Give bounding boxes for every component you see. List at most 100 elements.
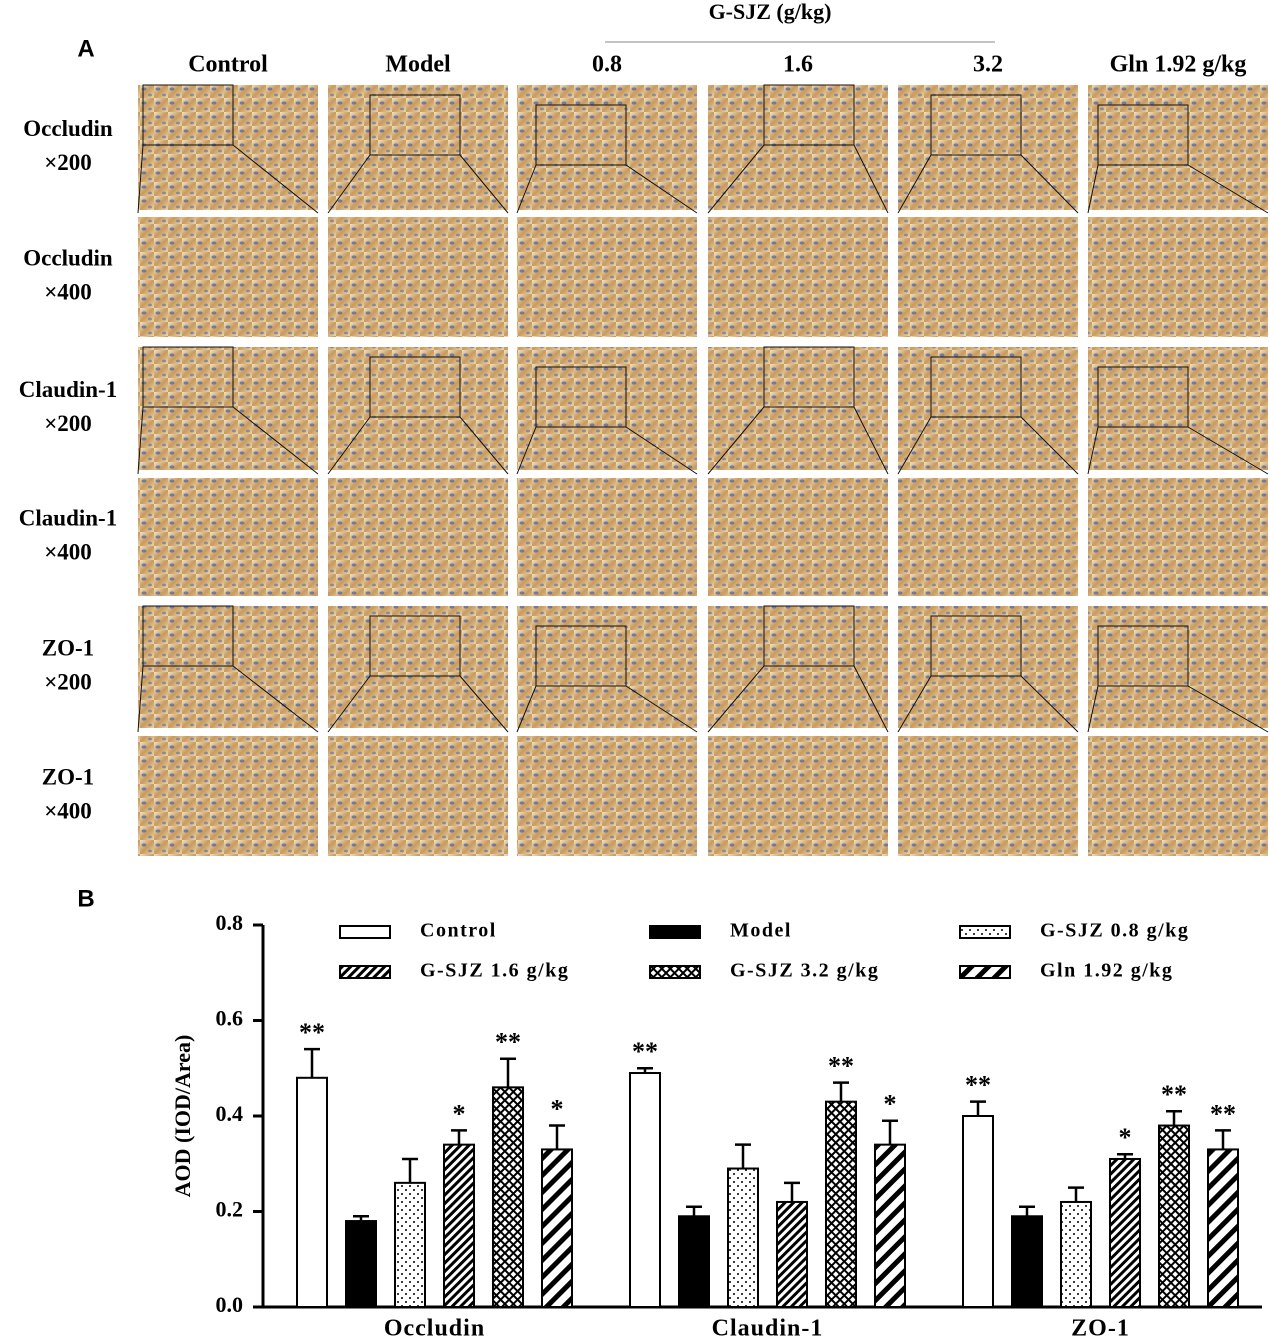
- zoom-box: [763, 346, 855, 408]
- micrograph: [1088, 606, 1268, 728]
- column-header: 1.6: [783, 52, 813, 78]
- y-tick-label: 0.8: [216, 910, 244, 935]
- y-tick-label: 0.2: [216, 1197, 244, 1222]
- y-tick-label: 0.6: [216, 1006, 244, 1031]
- zoom-line: [707, 144, 765, 214]
- micrograph: [138, 478, 318, 596]
- panel-label: A: [77, 35, 94, 62]
- x-tick-label: ZO-1: [1071, 1316, 1130, 1342]
- zoom-line: [516, 164, 537, 214]
- significance-label: **: [828, 1052, 854, 1081]
- micrograph: [517, 606, 697, 728]
- zoom-line: [137, 144, 144, 214]
- error-bar: [1166, 1109, 1182, 1126]
- significance-label: **: [299, 1018, 325, 1047]
- micrograph: [138, 347, 318, 470]
- zoom-line: [327, 675, 371, 733]
- error-bar: [353, 1215, 369, 1222]
- zoom-line: [516, 426, 537, 475]
- legend-swatch: [959, 965, 1011, 979]
- zoom-box: [763, 84, 855, 146]
- significance-label: **: [965, 1071, 991, 1100]
- micrograph: [517, 736, 697, 856]
- bar: [1011, 1215, 1043, 1309]
- legend-swatch: [959, 925, 1011, 939]
- significance-label: **: [1210, 1099, 1236, 1128]
- row-label: ZO-1: [42, 764, 94, 789]
- row-label: Claudin-1: [19, 377, 117, 402]
- zoom-box: [142, 346, 234, 408]
- zoom-box: [535, 625, 627, 687]
- error-bar: [549, 1124, 565, 1150]
- zoom-line: [232, 665, 319, 733]
- error-bar: [833, 1081, 849, 1102]
- legend-label: Gln 1.92 g/kg: [1040, 960, 1173, 982]
- legend-label: G-SJZ 1.6 g/kg: [420, 960, 569, 982]
- row-label: ×200: [44, 669, 92, 694]
- legend-label: Control: [420, 920, 497, 942]
- zoom-line: [897, 675, 932, 733]
- micrograph: [708, 85, 888, 210]
- zoom-line: [853, 144, 889, 214]
- significance-label: *: [453, 1099, 466, 1128]
- bar: [776, 1200, 808, 1308]
- bar: [678, 1215, 710, 1309]
- micrograph: [898, 478, 1078, 596]
- micrograph: [708, 736, 888, 856]
- y-tick-label: 0.4: [216, 1101, 244, 1126]
- micrograph: [898, 606, 1078, 728]
- micrograph: [328, 736, 508, 856]
- zoom-line: [1020, 675, 1079, 733]
- error-bar: [882, 1119, 898, 1145]
- micrograph: [138, 606, 318, 728]
- significance-label: **: [632, 1037, 658, 1066]
- micrograph: [1088, 478, 1268, 596]
- micrograph: [708, 217, 888, 337]
- row-label: ×400: [44, 798, 92, 823]
- error-bar: [637, 1067, 653, 1074]
- zoom-box: [369, 94, 461, 156]
- zoom-line: [707, 665, 765, 733]
- significance-label: *: [551, 1095, 564, 1124]
- micrograph: [517, 217, 697, 337]
- error-bar: [500, 1057, 516, 1088]
- zoom-box: [1097, 625, 1189, 687]
- micrograph: [898, 736, 1078, 856]
- zoom-line: [516, 685, 537, 733]
- zoom-box: [535, 104, 627, 166]
- error-bar: [1215, 1129, 1231, 1150]
- zoom-line: [327, 154, 371, 214]
- zoom-box: [930, 615, 1022, 677]
- micrograph: [138, 736, 318, 856]
- panel-label: B: [77, 885, 94, 912]
- error-bar: [402, 1157, 418, 1183]
- bar: [629, 1072, 661, 1309]
- bar: [1158, 1124, 1190, 1309]
- micrograph: [328, 606, 508, 728]
- zoom-line: [1187, 164, 1269, 214]
- bar: [727, 1167, 759, 1309]
- error-bar: [1019, 1205, 1035, 1217]
- bar: [1060, 1200, 1092, 1308]
- error-bar: [1117, 1152, 1133, 1159]
- row-label: Occludin: [23, 116, 113, 141]
- bar: [541, 1148, 573, 1309]
- legend-swatch: [649, 965, 701, 979]
- column-header: Gln 1.92 g/kg: [1110, 52, 1247, 78]
- zoom-line: [853, 665, 889, 733]
- legend-label: G-SJZ 3.2 g/kg: [730, 960, 879, 982]
- zoom-box: [142, 605, 234, 667]
- zoom-box: [930, 356, 1022, 418]
- micrograph: [898, 85, 1078, 210]
- micrograph: [517, 347, 697, 470]
- zoom-line: [327, 416, 371, 475]
- error-bar: [1068, 1186, 1084, 1202]
- error-bar: [784, 1181, 800, 1202]
- zoom-box: [142, 84, 234, 146]
- zoom-line: [459, 154, 509, 214]
- bar: [296, 1076, 328, 1309]
- micrograph: [898, 217, 1078, 337]
- micrograph: [1088, 217, 1268, 337]
- bar: [1207, 1148, 1239, 1309]
